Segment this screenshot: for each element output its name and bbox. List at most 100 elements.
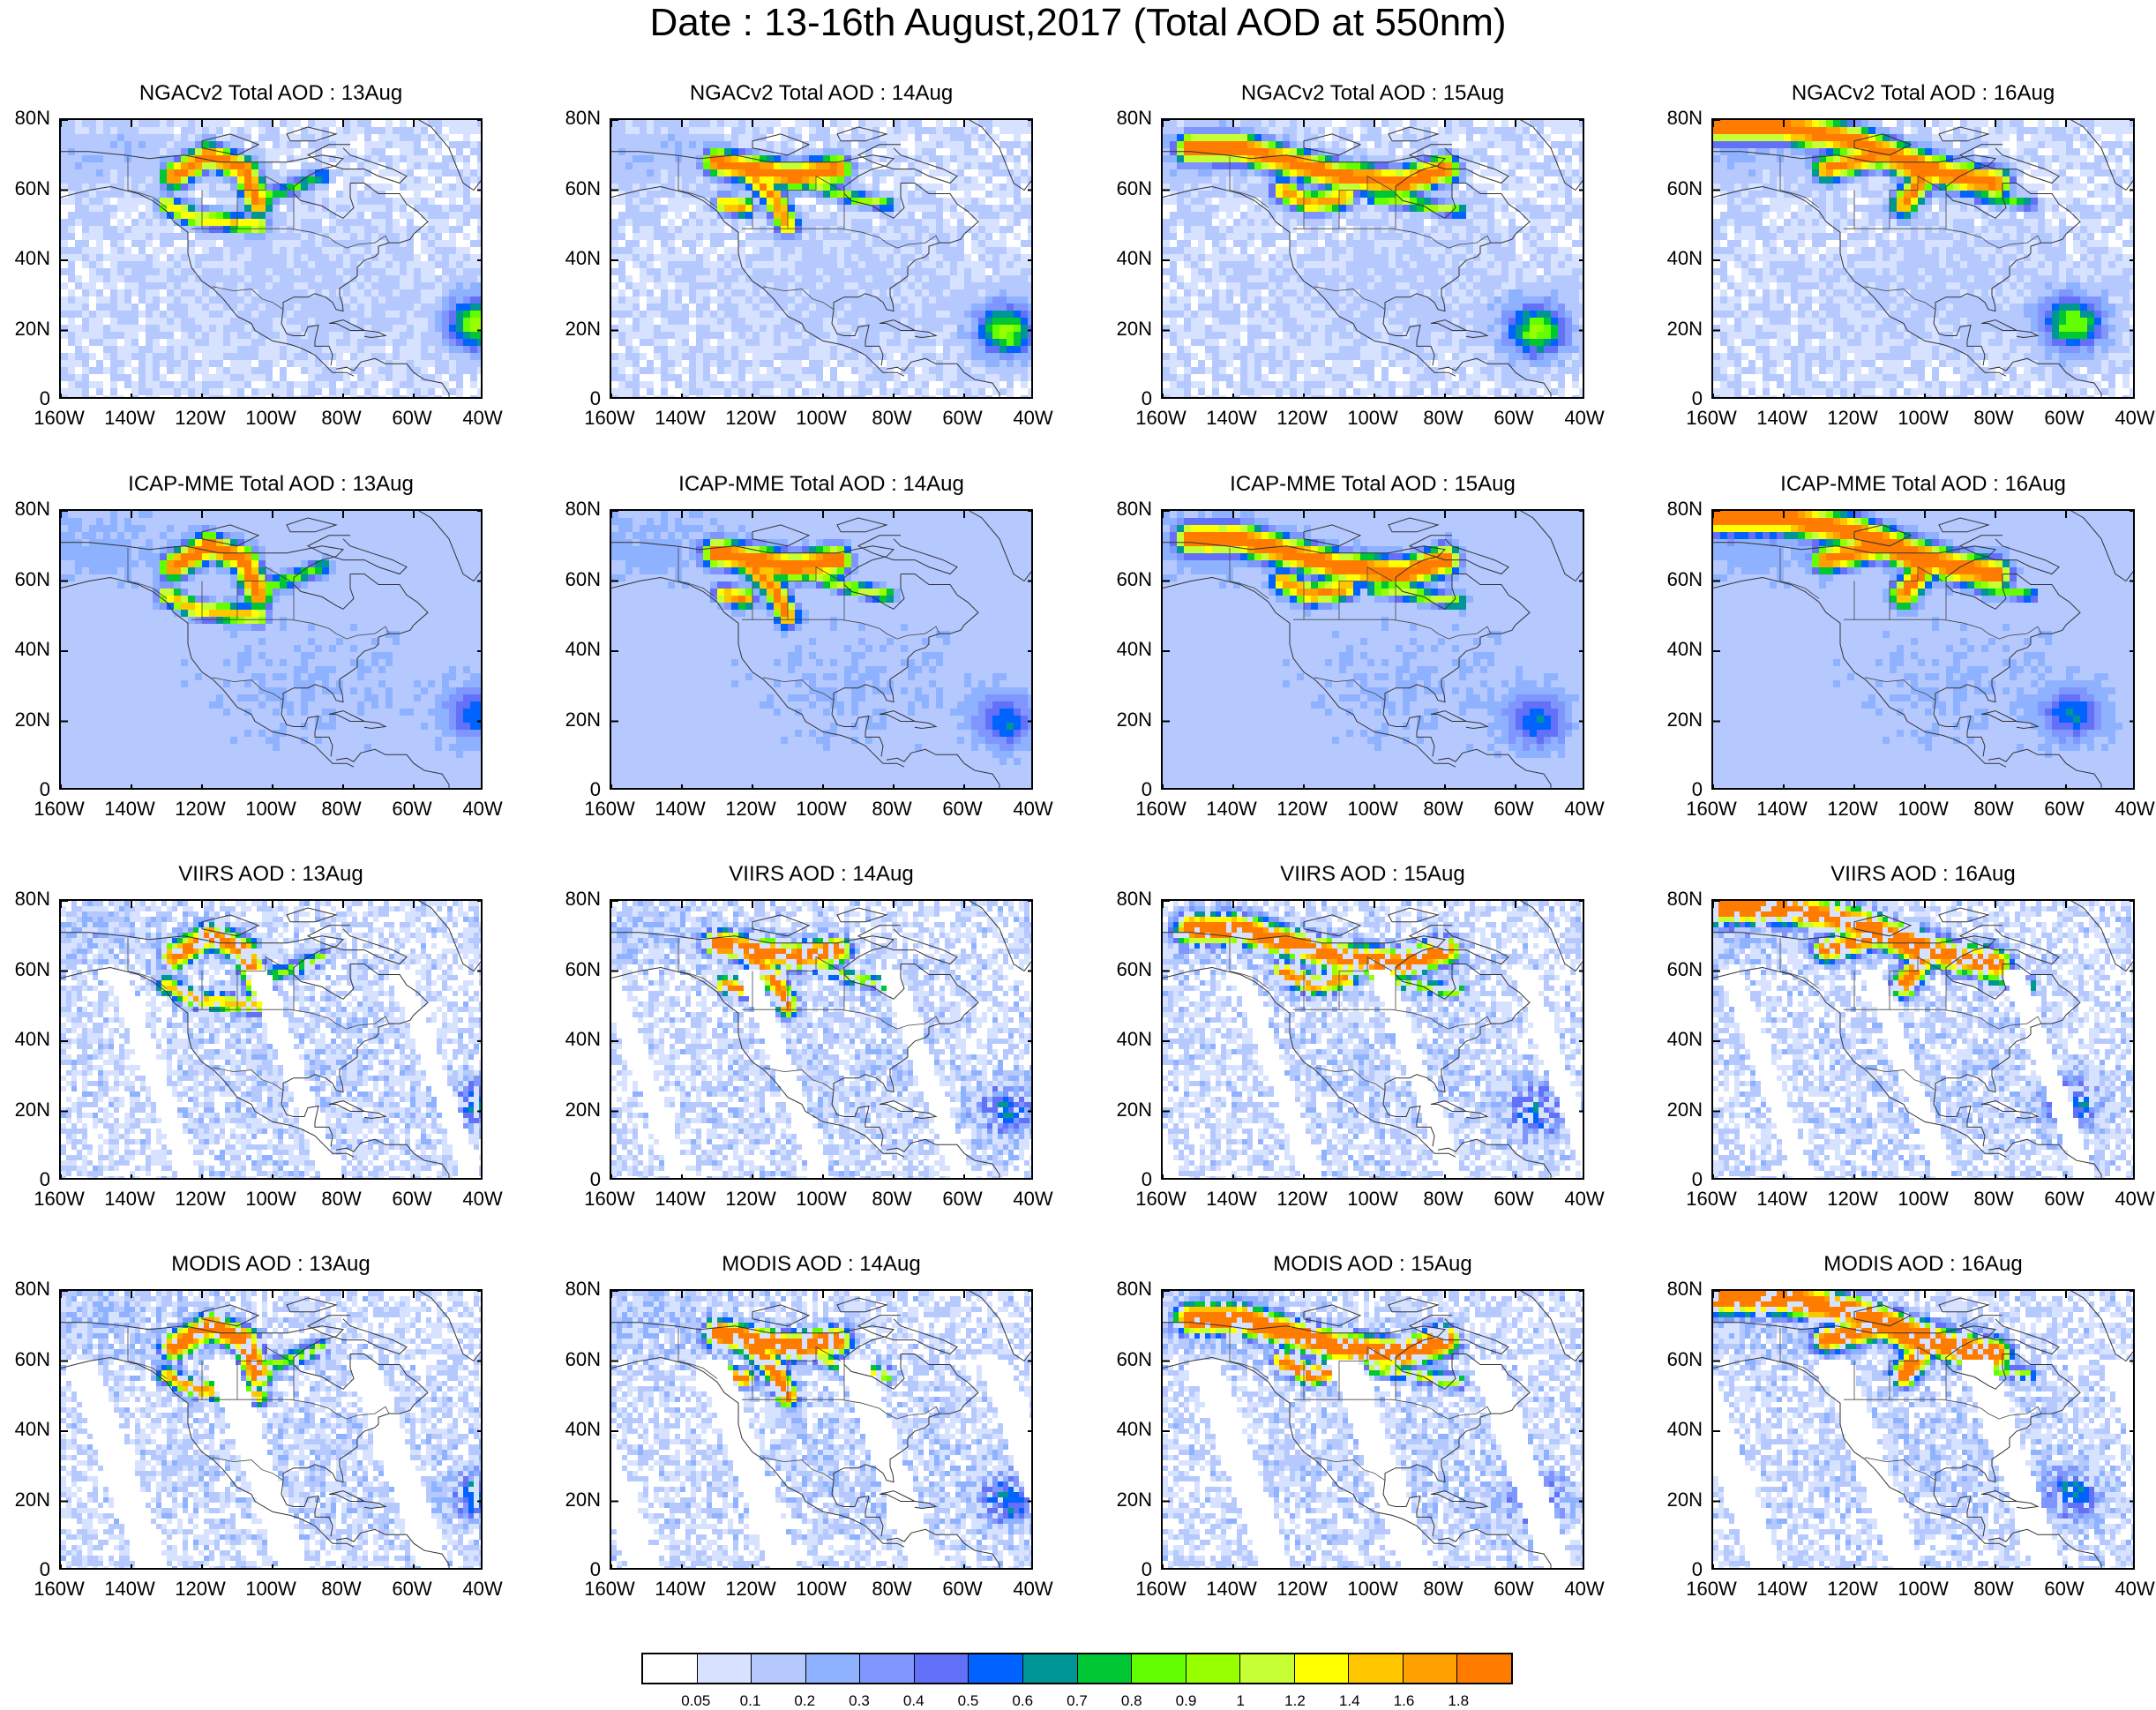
colorbar-box [914, 1654, 969, 1683]
y-tick-label: 40N [4, 1419, 50, 1440]
y-tick-label: 60N [1657, 568, 1703, 590]
x-tick-label: 160W [33, 1579, 86, 1600]
x-tick-label: 40W [1007, 1189, 1059, 1210]
y-tick-label: 0 [1106, 1559, 1152, 1580]
x-tick-label: 120W [724, 799, 777, 820]
x-tick-label: 160W [1685, 799, 1738, 820]
y-tick-label: 80N [4, 889, 50, 910]
y-tick-label: 0 [555, 1559, 601, 1580]
colorbar-label: 1.8 [1448, 1692, 1469, 1710]
x-tick-label: 140W [103, 799, 156, 820]
y-tick-label: 60N [555, 1348, 601, 1370]
x-tick-label: 80W [315, 1189, 368, 1210]
x-tick-label: 100W [1346, 408, 1399, 429]
y-tick-label: 60N [1106, 1348, 1152, 1370]
colorbar-label: 0.05 [681, 1692, 710, 1710]
y-tick-label: 60N [4, 1348, 50, 1370]
x-tick-label: 140W [654, 408, 707, 429]
x-tick-label: 160W [1134, 1579, 1187, 1600]
x-tick-label: 160W [1134, 408, 1187, 429]
x-tick-label: 60W [2038, 408, 2091, 429]
aod-map [61, 511, 481, 788]
panel-title: MODIS AOD : 15Aug [1161, 1252, 1584, 1277]
x-tick-label: 100W [1897, 1189, 1950, 1210]
x-tick-label: 140W [103, 1189, 156, 1210]
x-tick-label: 120W [174, 408, 227, 429]
y-tick-label: 60N [1657, 1348, 1703, 1370]
x-tick-label: 100W [1346, 1579, 1399, 1600]
y-tick-label: 80N [555, 889, 601, 910]
x-tick-label: 60W [386, 799, 438, 820]
x-tick-label: 140W [1755, 1189, 1808, 1210]
x-tick-label: 140W [654, 1189, 707, 1210]
colorbar-box [752, 1654, 806, 1683]
x-tick-label: 120W [1826, 1579, 1879, 1600]
panel-title: VIIRS AOD : 15Aug [1161, 862, 1584, 887]
colorbar-box [1240, 1654, 1295, 1683]
aod-map [1163, 901, 1583, 1178]
x-tick-label: 100W [244, 1579, 297, 1600]
x-tick-label: 140W [1205, 1189, 1258, 1210]
y-tick-label: 0 [4, 1169, 50, 1190]
x-tick-label: 60W [936, 1189, 989, 1210]
x-tick-label: 80W [865, 1579, 918, 1600]
x-tick-label: 120W [1276, 799, 1329, 820]
y-tick-label: 40N [1657, 248, 1703, 269]
x-tick-label: 40W [456, 1189, 509, 1210]
x-tick-label: 80W [1417, 408, 1470, 429]
x-tick-label: 80W [865, 799, 918, 820]
x-tick-label: 40W [1007, 408, 1059, 429]
y-tick-label: 40N [1106, 1419, 1152, 1440]
x-tick-label: 140W [654, 1579, 707, 1600]
y-tick-label: 60N [555, 568, 601, 590]
x-tick-label: 40W [1558, 799, 1611, 820]
y-tick-label: 40N [555, 1029, 601, 1050]
panel-title: VIIRS AOD : 14Aug [610, 862, 1033, 887]
x-tick-label: 120W [174, 1189, 227, 1210]
panel-title: NGACv2 Total AOD : 13Aug [59, 81, 483, 106]
x-tick-label: 140W [1755, 1579, 1808, 1600]
y-tick-label: 40N [1657, 1419, 1703, 1440]
panel-title: VIIRS AOD : 16Aug [1711, 862, 2135, 887]
y-tick-label: 80N [1657, 889, 1703, 910]
x-tick-label: 80W [865, 1189, 918, 1210]
colorbar-label: 0.6 [1012, 1692, 1033, 1710]
y-tick-label: 0 [1657, 388, 1703, 409]
y-tick-label: 80N [555, 108, 601, 129]
y-tick-label: 60N [555, 958, 601, 980]
x-tick-label: 100W [795, 799, 848, 820]
panel-title: ICAP-MME Total AOD : 14Aug [610, 472, 1033, 497]
aod-map [611, 901, 1031, 1178]
y-tick-label: 60N [1106, 958, 1152, 980]
colorbar-label: 0.1 [740, 1692, 761, 1710]
aod-map [61, 120, 481, 397]
y-tick-label: 80N [1657, 499, 1703, 520]
panel-title: MODIS AOD : 13Aug [59, 1252, 483, 1277]
aod-map [1713, 901, 2133, 1178]
x-tick-label: 140W [1205, 799, 1258, 820]
y-tick-label: 20N [4, 1099, 50, 1121]
y-tick-label: 80N [1657, 1279, 1703, 1300]
x-tick-label: 140W [1755, 799, 1808, 820]
map-frame [610, 1289, 1033, 1570]
y-tick-label: 20N [1657, 709, 1703, 731]
x-tick-label: 120W [1826, 408, 1879, 429]
x-tick-label: 100W [244, 799, 297, 820]
colorbar-box [1457, 1654, 1511, 1683]
x-tick-label: 160W [33, 408, 86, 429]
map-frame [610, 509, 1033, 790]
x-tick-label: 120W [174, 799, 227, 820]
x-tick-label: 100W [795, 1189, 848, 1210]
y-tick-label: 60N [4, 568, 50, 590]
y-tick-label: 0 [4, 388, 50, 409]
colorbar-box [1349, 1654, 1404, 1683]
x-tick-label: 160W [1685, 1189, 1738, 1210]
x-tick-label: 40W [2108, 1579, 2156, 1600]
y-tick-label: 40N [1106, 248, 1152, 269]
x-tick-label: 120W [1276, 1189, 1329, 1210]
x-tick-label: 120W [1276, 1579, 1329, 1600]
x-tick-label: 80W [1417, 799, 1470, 820]
x-tick-label: 100W [244, 1189, 297, 1210]
y-tick-label: 0 [1106, 779, 1152, 800]
y-tick-label: 20N [555, 1489, 601, 1511]
